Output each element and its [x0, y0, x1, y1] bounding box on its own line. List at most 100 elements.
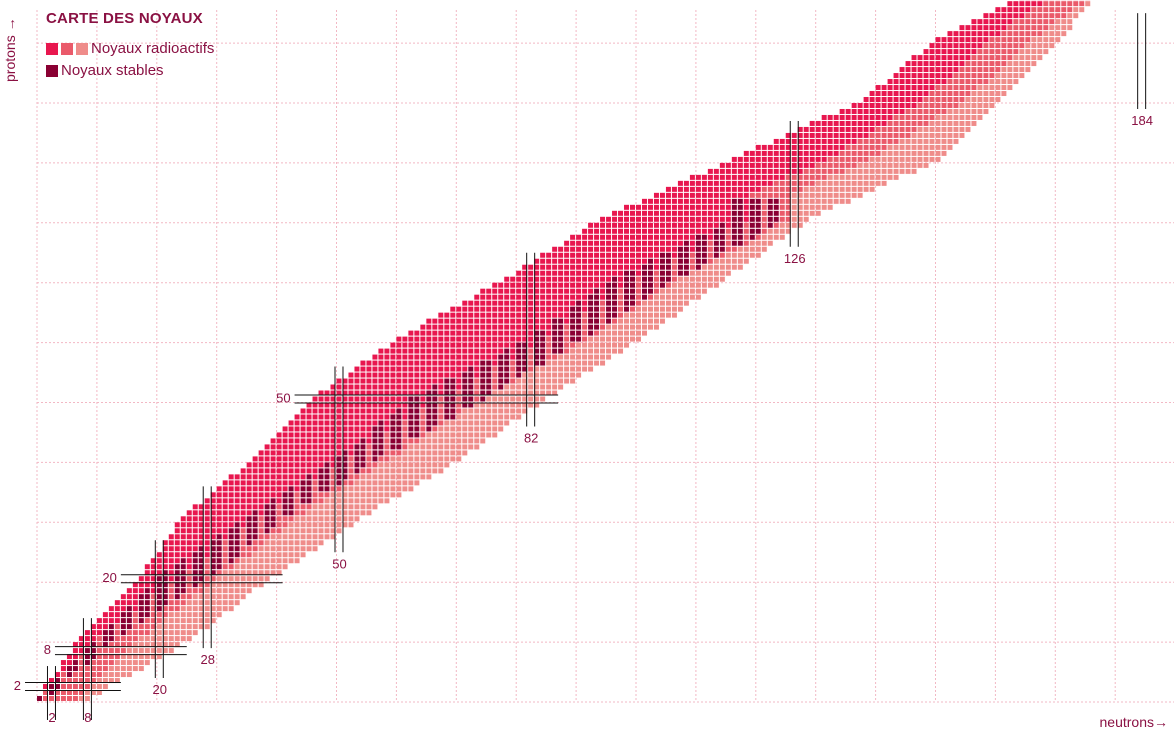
nuclide-cell: [558, 318, 564, 324]
nuclide-cell: [198, 606, 204, 612]
nuclide-cell: [809, 180, 815, 186]
nuclide-cell: [618, 222, 624, 228]
nuclide-cell: [204, 522, 210, 528]
nuclide-cell: [983, 37, 989, 43]
nuclide-cell: [342, 522, 348, 528]
nuclide-cell: [258, 546, 264, 552]
nuclide-cell: [875, 85, 881, 91]
nuclide-cell: [498, 354, 504, 360]
nuclide-cell: [971, 37, 977, 43]
nuclide-cell: [192, 516, 198, 522]
nuclide-cell: [390, 396, 396, 402]
nuclide-cell: [486, 360, 492, 366]
nuclide-cell: [1025, 31, 1031, 37]
nuclide-cell: [426, 390, 432, 396]
nuclide-cell: [917, 103, 923, 108]
nuclide-cell: [450, 366, 456, 372]
nuclide-cell: [354, 480, 360, 486]
nuclide-cell: [1025, 19, 1031, 25]
nuclide-cell: [426, 450, 432, 456]
nuclide-cell: [486, 420, 492, 426]
nuclide-cell: [713, 186, 719, 192]
nuclide-cell: [396, 414, 402, 420]
nuclide-cell: [354, 510, 360, 516]
nuclide-cell: [186, 582, 192, 588]
nuclide-cell: [240, 540, 246, 546]
nuclide-cell: [917, 79, 923, 85]
nuclide-cell: [318, 540, 324, 546]
nuclide-cell: [174, 540, 180, 546]
nuclide-cell: [324, 528, 330, 534]
nuclide-cell: [707, 264, 713, 270]
nuclide-cell: [432, 444, 438, 450]
nuclide-cell: [210, 582, 216, 588]
nuclide-cell: [534, 270, 540, 276]
nuclide-cell: [180, 546, 186, 552]
nuclide-cell: [456, 348, 462, 354]
nuclide-cell: [372, 402, 378, 408]
nuclide-cell: [492, 396, 498, 402]
nuclide-cell: [923, 108, 929, 114]
nuclide-cell: [749, 240, 755, 246]
nuclide-cell: [911, 120, 917, 126]
nuclide-cell: [228, 528, 234, 534]
nuclide-cell: [618, 246, 624, 252]
nuclide-cell: [755, 180, 761, 186]
nuclide-cell: [162, 570, 168, 576]
nuclide-cell: [923, 61, 929, 67]
nuclide-cell: [402, 432, 408, 438]
nuclide-cell: [641, 294, 647, 300]
nuclide-cell: [408, 462, 414, 468]
nuclide-cell: [923, 91, 929, 97]
nuclide-cell: [857, 103, 863, 108]
nuclide-cell: [582, 360, 588, 366]
nuclide-cell: [905, 108, 911, 114]
nuclide-cell: [725, 222, 731, 228]
nuclide-cell: [809, 144, 815, 150]
nuclide-cell: [564, 324, 570, 330]
nuclide-cell: [150, 630, 156, 636]
nuclide-cell: [498, 390, 504, 396]
nuclide-cell: [198, 618, 204, 624]
nuclide-cell: [576, 324, 582, 330]
nuclide-cell: [959, 43, 965, 49]
nuclide-cell: [600, 276, 606, 282]
nuclide-cell: [396, 486, 402, 492]
nuclide-cell: [749, 180, 755, 186]
nuclide-cell: [540, 318, 546, 324]
nuclide-cell: [773, 228, 779, 234]
nuclide-cell: [1013, 7, 1019, 13]
nuclide-cell: [528, 372, 534, 378]
nuclide-cell: [1013, 31, 1019, 37]
nuclide-cell: [576, 354, 582, 360]
nuclide-cell: [677, 210, 683, 216]
nuclide-cell: [737, 246, 743, 252]
nuclide-cell: [318, 438, 324, 444]
nuclide-cell: [983, 13, 989, 19]
nuclide-cell: [923, 120, 929, 126]
nuclide-cell: [420, 426, 426, 432]
nuclide-cell: [995, 49, 1001, 55]
nuclide-cell: [618, 318, 624, 324]
nuclide-cell: [510, 414, 516, 420]
nuclide-cell: [665, 306, 671, 312]
nuclide-cell: [594, 300, 600, 306]
nuclide-cell: [791, 168, 797, 174]
nuclide-cell: [366, 450, 372, 456]
nuclide-cell: [252, 516, 258, 522]
nuclide-cell: [725, 246, 731, 252]
nuclide-cell: [773, 162, 779, 168]
nuclide-cell: [767, 240, 773, 246]
nuclide-cell: [929, 138, 935, 144]
nuclide-cell: [180, 636, 186, 642]
nuclide-cell: [306, 438, 312, 444]
nuclide-cell: [246, 558, 252, 564]
nuclide-cell: [773, 222, 779, 228]
nuclide-cell: [354, 486, 360, 492]
nuclide-cell: [875, 103, 881, 108]
nuclide-cell: [378, 366, 384, 372]
nuclide-cell: [695, 192, 701, 198]
nuclide-cell: [204, 534, 210, 540]
nuclide-cell: [725, 240, 731, 246]
nuclide-cell: [911, 156, 917, 162]
